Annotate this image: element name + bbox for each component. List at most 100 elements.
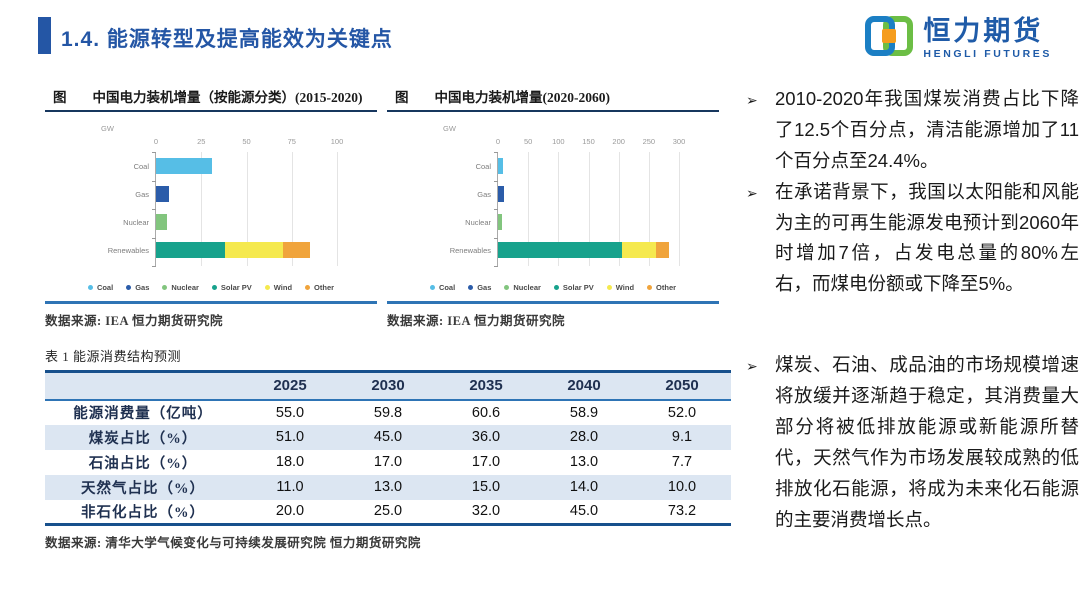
bar-chart-2015-2020: GW 0 25 50 75 100 Coal Gas Nuclear Renewables bbox=[45, 120, 377, 272]
plot-area: 0 50 100 150 200 250 300 Coal Gas Nuclear Renewabl… bbox=[450, 137, 685, 267]
legend-dot-icon bbox=[211, 284, 217, 290]
table-cell: 51.0 bbox=[241, 424, 339, 450]
table-row: 非石化占比（%） 20.0 25.0 32.0 45.0 73.2 bbox=[45, 500, 731, 525]
legend-item: Coal bbox=[87, 281, 114, 293]
source-divider bbox=[387, 301, 719, 304]
axis-tick bbox=[494, 180, 498, 182]
table-row-label: 煤炭占比（%） bbox=[45, 424, 241, 450]
x-tick-label: 100 bbox=[330, 137, 344, 146]
x-tick-label: 250 bbox=[642, 137, 656, 146]
commentary-panel: ➢ 2010-2020年我国煤炭消费占比下降了12.5个百分点，清洁能源增加了11… bbox=[745, 84, 1079, 536]
table-cell: 18.0 bbox=[275, 454, 305, 470]
legend-item: Other bbox=[647, 281, 676, 293]
table-row: 天然气占比（%） 11.0 13.0 15.0 14.0 10.0 bbox=[45, 474, 731, 500]
axis-tick bbox=[152, 180, 156, 182]
x-tick-label: 50 bbox=[242, 137, 251, 146]
figure-prefix: 图 bbox=[395, 90, 409, 105]
legend-dot-icon bbox=[647, 284, 653, 290]
gridline bbox=[246, 152, 248, 266]
table-cell: 9.1 bbox=[633, 424, 731, 450]
legend-dot-icon bbox=[553, 284, 559, 290]
legend-item: Gas bbox=[126, 281, 149, 293]
table-cell: 32.0 bbox=[471, 503, 501, 520]
table-cell: 10.0 bbox=[633, 474, 731, 500]
bullet-text: 煤炭、石油、成品油的市场规模增速将放缓并逐渐趋于稳定，其消费量大部分将被低排放能… bbox=[775, 354, 1079, 530]
legend-dot-icon bbox=[504, 284, 510, 290]
legend-label: Other bbox=[314, 282, 335, 292]
legend-label: Gas bbox=[477, 282, 492, 292]
bar-segment-nuclear bbox=[156, 214, 167, 230]
category-label: Gas bbox=[477, 189, 491, 199]
legend-dot-icon bbox=[162, 284, 168, 290]
gridline bbox=[648, 152, 650, 266]
axis-tick bbox=[152, 266, 156, 267]
chart-legend: Coal Gas Nuclear Solar PV Wind Other bbox=[387, 281, 719, 293]
table-cell: 58.9 bbox=[569, 404, 599, 421]
legend-label: Coal bbox=[96, 282, 114, 292]
category-label: Renewables bbox=[449, 245, 491, 255]
gridline bbox=[588, 152, 590, 266]
bar-segment-other bbox=[282, 242, 310, 258]
gridline bbox=[558, 152, 560, 266]
x-tick-label: 25 bbox=[197, 137, 206, 146]
bar-segment-gas bbox=[498, 186, 505, 202]
figure-source: 数据来源: IEA 恒力期货研究院 bbox=[45, 314, 223, 328]
bar-row: Nuclear bbox=[465, 208, 679, 236]
bar-row: Renewables bbox=[108, 236, 337, 264]
page-title: 1.4. 能源转型及提高能效为关键点 bbox=[61, 28, 393, 51]
figure-prefix: 图 bbox=[53, 90, 67, 105]
bar-segment-nuclear bbox=[498, 214, 502, 230]
legend-label: Other bbox=[656, 282, 677, 292]
table-row-label: 非石化占比（%） bbox=[81, 504, 205, 521]
table-cell: 59.8 bbox=[373, 404, 403, 421]
x-tick-label: 150 bbox=[582, 137, 595, 146]
figure-title: 图 中国电力装机增量(2020-2060) bbox=[387, 86, 719, 112]
table-cell: 60.6 bbox=[471, 404, 501, 421]
category-label: Renewables bbox=[107, 245, 149, 255]
legend-dot-icon bbox=[429, 284, 435, 290]
bullet-item: ➢ 在承诺背景下，我国以太阳能和风能为主的可再生能源发电预计到2060年时增加7倍… bbox=[745, 177, 1079, 301]
table-cell: 52.0 bbox=[667, 404, 697, 421]
legend-dot-icon bbox=[606, 284, 612, 290]
plot-area: 0 25 50 75 100 Coal Gas Nuclear Renewables bbox=[108, 137, 343, 267]
bar-segment-other bbox=[656, 242, 670, 258]
gridline bbox=[618, 152, 620, 266]
x-tick-label: 50 bbox=[523, 137, 533, 146]
legend-label: Coal bbox=[438, 282, 456, 292]
x-tick-label: 0 bbox=[153, 137, 159, 146]
gridline bbox=[528, 152, 530, 266]
axis-unit-label: GW bbox=[443, 124, 456, 133]
figure-capacity-2015-2020: 图 中国电力装机增量（按能源分类）(2015-2020) GW 0 25 50 75 1… bbox=[45, 86, 377, 329]
bar-segment-coal bbox=[498, 158, 503, 174]
figure-title-text: 中国电力装机增量(2020-2060) bbox=[434, 90, 611, 105]
table-row-label: 能源消费量（亿吨） bbox=[73, 406, 213, 422]
bullet-arrow-icon: ➢ bbox=[746, 358, 758, 375]
bar-segment-solar-pv bbox=[498, 242, 622, 258]
logo-mark-icon bbox=[864, 11, 914, 66]
legend-label: Wind bbox=[615, 282, 635, 292]
axis-unit-label: GW bbox=[101, 124, 114, 133]
bullet-text: 在承诺背景下，我国以太阳能和风能为主的可再生能源发电预计到2060年时增加7倍，… bbox=[775, 180, 1079, 295]
table-cell: 45.0 bbox=[339, 424, 437, 450]
table-column-header: 2040 bbox=[535, 371, 633, 401]
gridline bbox=[291, 152, 293, 266]
legend-label: Nuclear bbox=[171, 282, 199, 292]
legend-dot-icon bbox=[87, 284, 93, 290]
x-tick-label: 75 bbox=[287, 137, 296, 146]
table-row-label: 天然气占比（%） bbox=[45, 474, 241, 500]
axis-tick bbox=[152, 237, 156, 239]
table-row: 煤炭占比（%） 51.0 45.0 36.0 28.0 9.1 bbox=[45, 424, 731, 450]
table-cell: 15.0 bbox=[437, 474, 535, 500]
category-label: Nuclear bbox=[465, 217, 491, 227]
company-logo: 恒力期货 HENGLI FUTURES bbox=[864, 11, 1052, 66]
table-header: 2025 2030 2035 2040 2050 bbox=[45, 371, 731, 401]
table-column-header bbox=[45, 371, 241, 401]
x-tick-label: 100 bbox=[552, 137, 565, 146]
gridline bbox=[337, 152, 338, 266]
x-tick-label: 200 bbox=[612, 137, 625, 146]
category-label: Nuclear bbox=[123, 217, 149, 227]
legend-item: Coal bbox=[429, 281, 456, 293]
table-column-header: 2035 bbox=[437, 371, 535, 401]
legend-dot-icon bbox=[126, 284, 132, 290]
